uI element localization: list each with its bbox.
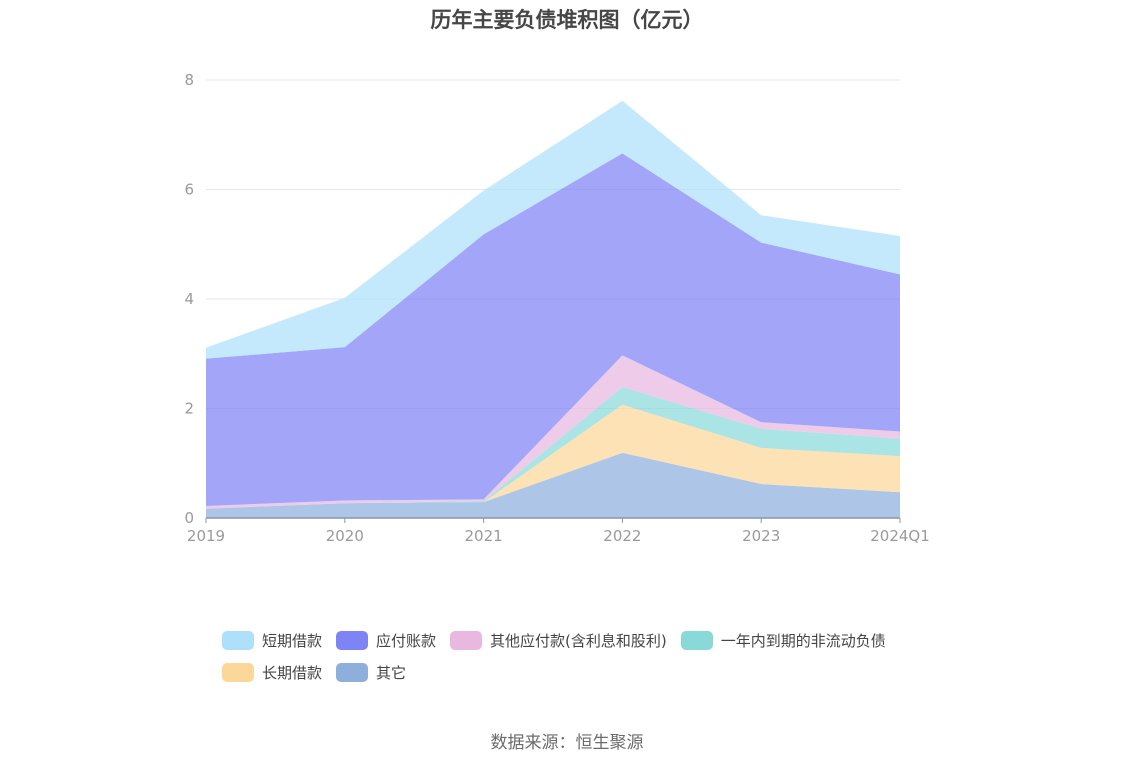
legend-swatch bbox=[222, 662, 254, 682]
legend-swatch bbox=[336, 630, 369, 650]
legend-item[interactable]: 长期借款 bbox=[222, 662, 322, 682]
x-tick-label: 2020 bbox=[326, 527, 364, 545]
area-series-1 bbox=[206, 452, 900, 518]
x-tick-label: 2021 bbox=[465, 527, 503, 545]
y-tick-label: 8 bbox=[184, 71, 194, 89]
area-series-6 bbox=[206, 100, 900, 359]
y-tick-label: 2 bbox=[184, 400, 194, 418]
area-series-5 bbox=[206, 153, 900, 506]
x-tick-label: 2022 bbox=[603, 527, 641, 545]
legend-swatch bbox=[450, 630, 483, 650]
area-series-4 bbox=[206, 355, 900, 509]
legend-item[interactable]: 其他应付款(含利息和股利) bbox=[450, 630, 667, 650]
legend-item[interactable]: 其它 bbox=[336, 662, 406, 682]
legend-label: 长期借款 bbox=[262, 663, 323, 682]
stacked-area-chart: 0 2 4 6 8 2019 2020 2021 2022 2023 2024Q1 bbox=[184, 71, 930, 545]
chart-legend: 短期借款 应付账款 其他应付款(含利息和股利) 一年内到期的非流动负债长期借款 其它 bbox=[222, 630, 942, 682]
legend-label: 一年内到期的非流动负债 bbox=[720, 631, 886, 650]
legend-label: 应付账款 bbox=[376, 631, 437, 650]
area-series-3 bbox=[206, 387, 900, 509]
area-series-2 bbox=[206, 404, 900, 509]
legend-label: 其它 bbox=[376, 663, 407, 682]
legend-label: 短期借款 bbox=[262, 631, 323, 650]
legend-swatch bbox=[336, 662, 369, 682]
y-tick-label: 6 bbox=[184, 181, 194, 199]
x-tick-label: 2024Q1 bbox=[870, 527, 930, 545]
legend-item[interactable]: 一年内到期的非流动负债 bbox=[680, 630, 886, 650]
y-tick-label: 4 bbox=[184, 290, 194, 308]
legend-label: 其他应付款(含利息和股利) bbox=[490, 631, 667, 650]
x-tick-label: 2023 bbox=[742, 527, 780, 545]
legend-item[interactable]: 短期借款 bbox=[222, 630, 322, 650]
data-source: 数据来源：恒生聚源 bbox=[490, 733, 644, 753]
legend-swatch bbox=[680, 630, 713, 650]
legend-swatch bbox=[222, 630, 254, 650]
legend-item[interactable]: 应付账款 bbox=[336, 630, 436, 650]
x-tick-label: 2019 bbox=[187, 527, 225, 545]
chart-title: 历年主要负债堆积图（亿元） bbox=[430, 8, 704, 32]
y-tick-label: 0 bbox=[184, 509, 194, 527]
